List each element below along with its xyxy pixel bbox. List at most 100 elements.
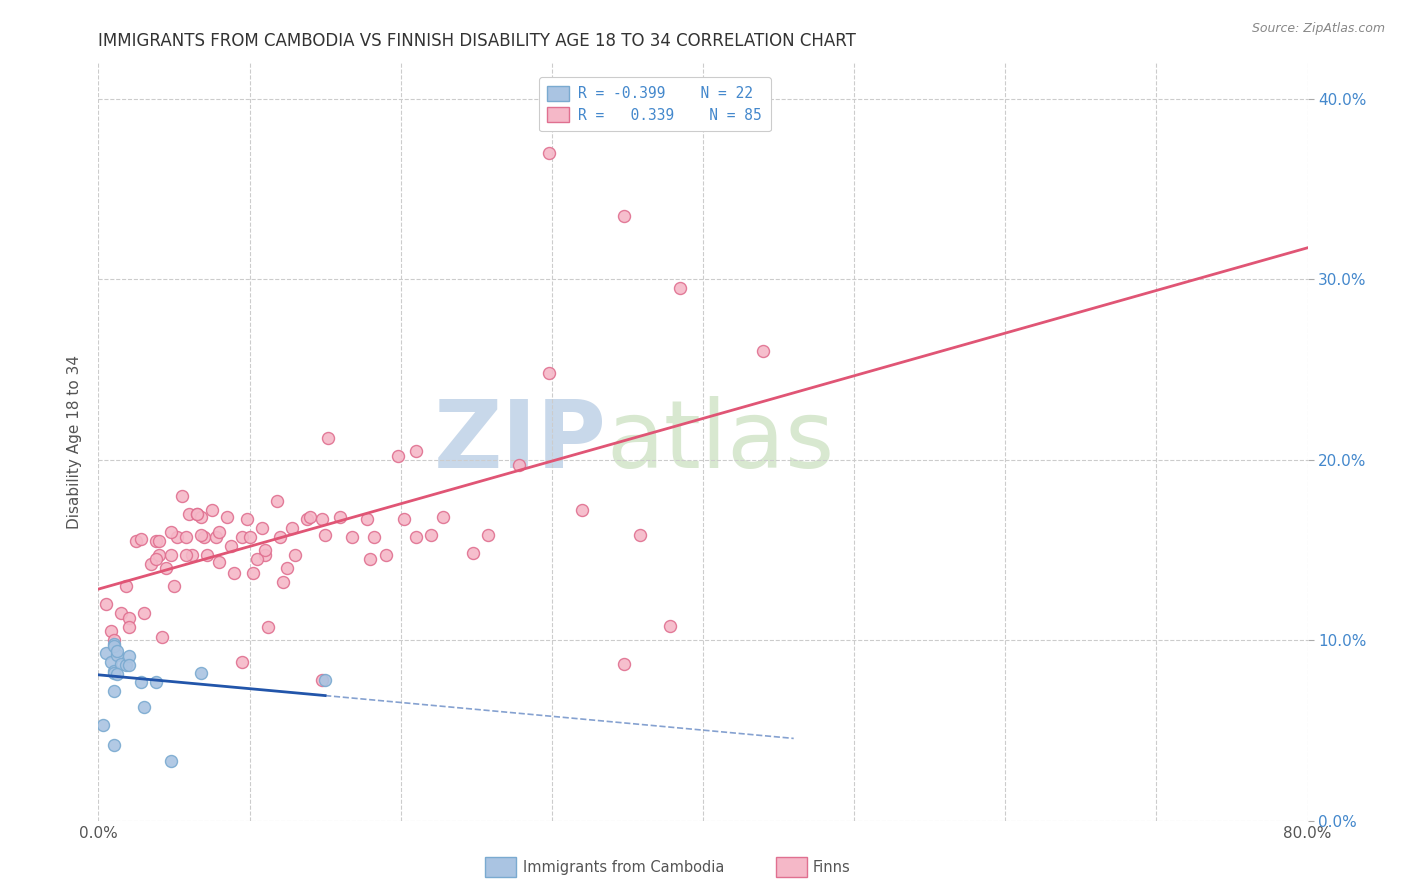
Point [145, 533, 167, 548]
Point [752, 344, 775, 359]
Point [103, 633, 125, 648]
Point [103, 665, 125, 680]
Point [105, 644, 128, 658]
Point [316, 431, 339, 445]
Point [110, 657, 132, 671]
Point [405, 530, 427, 544]
Point [571, 503, 593, 517]
Point [132, 606, 155, 620]
Point [166, 530, 188, 544]
Point [669, 281, 692, 295]
Point [299, 510, 322, 524]
Point [242, 566, 264, 581]
Point [613, 209, 636, 223]
Point [118, 658, 141, 673]
Point [250, 521, 273, 535]
Point [477, 528, 499, 542]
Point [114, 579, 136, 593]
Point [110, 606, 132, 620]
Point [235, 512, 257, 526]
Point [103, 639, 125, 653]
Point [193, 530, 215, 544]
Point [190, 510, 212, 524]
Point [190, 665, 212, 680]
Point [311, 673, 333, 687]
Point [246, 552, 269, 566]
Text: IMMIGRANTS FROM CAMBODIA VS FINNISH DISABILITY AGE 18 TO 34 CORRELATION CHART: IMMIGRANTS FROM CAMBODIA VS FINNISH DISA… [98, 32, 856, 50]
Point [508, 458, 530, 472]
Point [100, 624, 122, 639]
Point [269, 530, 291, 544]
Point [174, 548, 197, 563]
Point [356, 512, 378, 526]
Point [613, 657, 636, 671]
Point [256, 620, 278, 634]
Point [132, 699, 155, 714]
Point [311, 512, 333, 526]
Point [150, 630, 173, 644]
Point [432, 510, 454, 524]
Point [160, 524, 183, 539]
Point [360, 552, 382, 566]
Point [392, 512, 415, 526]
Point [405, 443, 427, 458]
Point [374, 548, 396, 563]
Point [145, 674, 167, 689]
Point [181, 548, 204, 563]
Text: Source: ZipAtlas.com: Source: ZipAtlas.com [1251, 22, 1385, 36]
Point [103, 637, 125, 651]
Point [314, 673, 336, 687]
Point [145, 552, 167, 566]
Point [271, 575, 294, 590]
Point [148, 533, 170, 548]
Point [387, 449, 409, 463]
Point [105, 648, 128, 662]
Point [205, 530, 228, 544]
Point [253, 548, 276, 563]
Text: ZIP: ZIP [433, 395, 606, 488]
Point [186, 507, 208, 521]
Point [266, 494, 288, 508]
Point [118, 649, 141, 664]
Point [314, 528, 336, 542]
Point [94, 646, 117, 660]
Point [170, 489, 193, 503]
Point [160, 548, 183, 563]
Point [363, 530, 385, 544]
Point [186, 507, 208, 521]
Point [148, 548, 170, 563]
Point [129, 674, 152, 689]
Point [160, 754, 183, 768]
Point [103, 683, 125, 698]
Point [329, 510, 352, 524]
Point [100, 655, 122, 669]
Point [114, 658, 136, 673]
Point [155, 561, 177, 575]
Point [231, 530, 253, 544]
Point [94, 597, 117, 611]
Y-axis label: Disability Age 18 to 34: Disability Age 18 to 34 [67, 354, 83, 529]
Point [463, 546, 485, 560]
Point [179, 507, 201, 521]
Point [195, 548, 218, 563]
Point [141, 558, 163, 572]
Point [174, 530, 197, 544]
Point [628, 528, 651, 542]
Point [103, 664, 125, 678]
Point [295, 512, 318, 526]
Point [129, 532, 152, 546]
Point [537, 145, 560, 160]
Point [201, 503, 224, 517]
Point [208, 556, 231, 570]
Legend: R = -0.399    N = 22, R =   0.339    N = 85: R = -0.399 N = 22, R = 0.339 N = 85 [538, 78, 770, 131]
Point [231, 655, 253, 669]
Point [253, 542, 276, 557]
Point [208, 524, 231, 539]
Point [125, 533, 148, 548]
Point [190, 528, 212, 542]
Point [105, 667, 128, 681]
Text: Immigrants from Cambodia: Immigrants from Cambodia [523, 860, 724, 874]
Point [537, 366, 560, 380]
Text: Finns: Finns [813, 860, 851, 874]
Point [342, 530, 364, 544]
